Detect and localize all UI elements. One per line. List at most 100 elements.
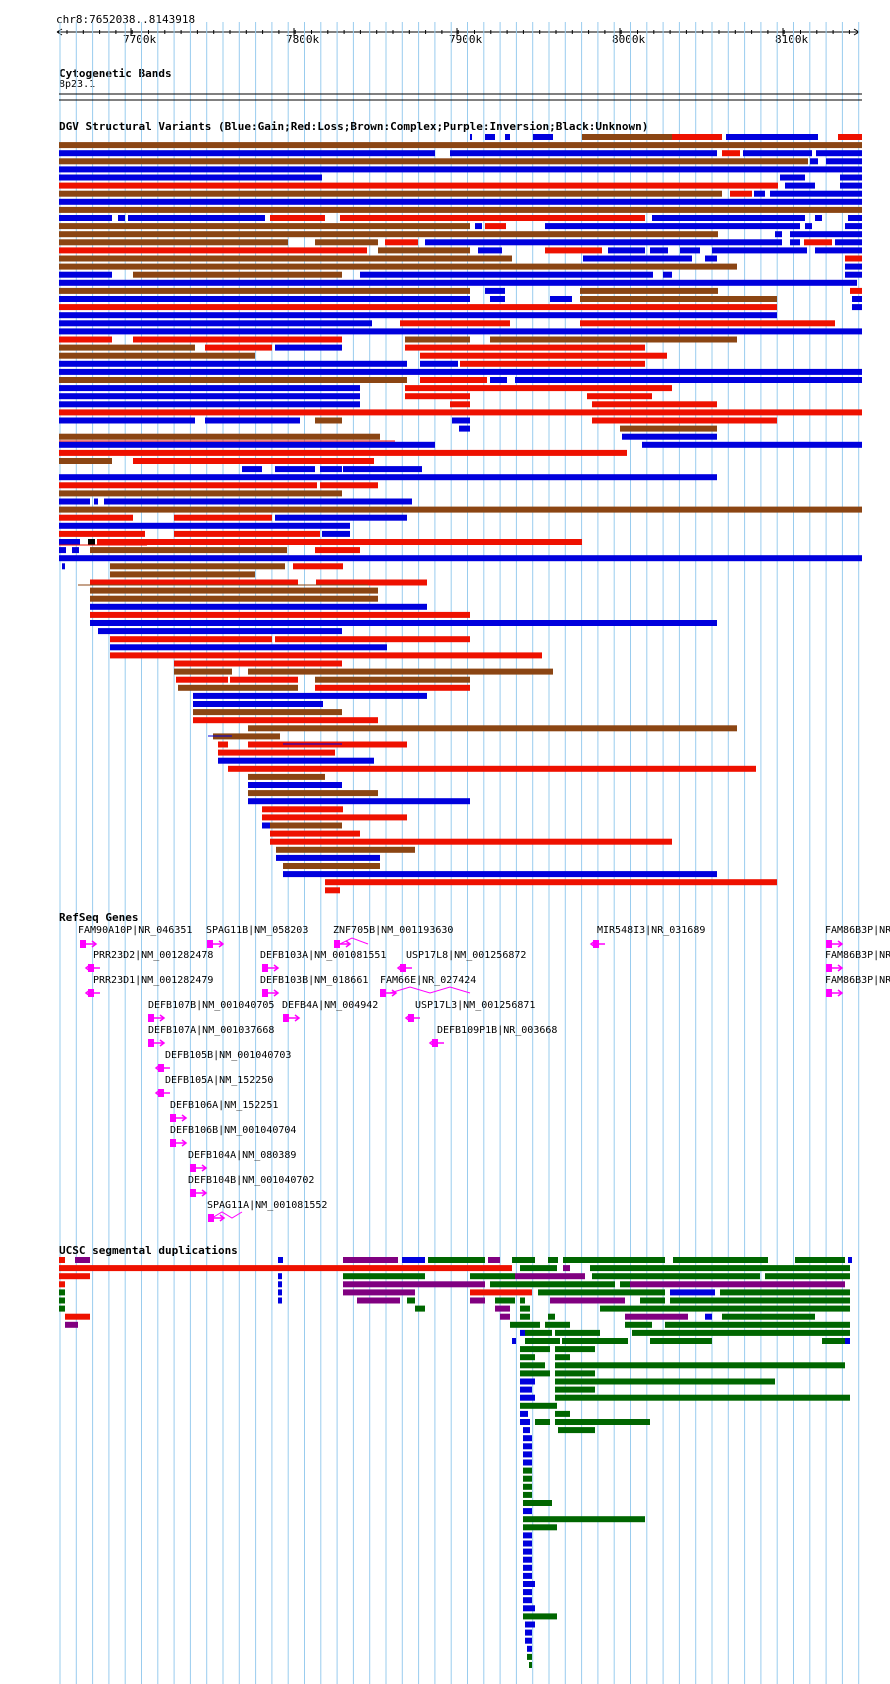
gene-label[interactable]: FAM90A10P|NR_046351: [78, 925, 193, 936]
dgv-variant: [176, 676, 228, 683]
segdup-feature: [520, 1265, 557, 1272]
dgv-variant: [420, 377, 487, 383]
gene-strand-arrow: [273, 989, 280, 997]
segdup-feature: [520, 1419, 530, 1425]
dgv-variant: [785, 182, 815, 189]
dgv-variant: [262, 822, 272, 829]
dgv-variant: [815, 215, 822, 221]
dgv-variant: [59, 417, 195, 424]
dgv-variant: [533, 134, 553, 140]
dgv-variant: [59, 441, 435, 448]
dgv-variant: [478, 247, 502, 254]
dgv-variant: [275, 344, 342, 351]
gene-label[interactable]: SPAG11B|NM_058203: [206, 925, 309, 936]
gene-label[interactable]: FAM66E|NR_027424: [380, 975, 477, 986]
gene-label[interactable]: DEFB103A|NM_001081551: [260, 950, 387, 961]
cytoband-track-title[interactable]: Cytogenetic Bands: [59, 67, 172, 80]
dgv-variant: [59, 239, 288, 246]
dgv-variant: [276, 846, 415, 853]
dgv-variant: [90, 620, 717, 626]
gene-strand-arrow: [218, 940, 225, 948]
segdup-feature: [520, 1378, 535, 1385]
gene-label[interactable]: DEFB104A|NM_080389: [188, 1150, 297, 1161]
gene-label[interactable]: DEFB103B|NM_018661: [260, 975, 369, 986]
dgv-variant: [59, 142, 862, 149]
dgv-variant: [420, 352, 667, 359]
dgv-variant: [722, 150, 740, 157]
dgv-variant: [276, 854, 380, 861]
segdup-feature: [673, 1257, 768, 1263]
segdup-feature: [592, 1273, 760, 1280]
gene-label[interactable]: DEFB105B|NM_001040703: [165, 1050, 292, 1061]
dgv-variant: [248, 773, 325, 780]
dgv-variant: [59, 368, 862, 375]
dgv-variant: [90, 587, 378, 594]
gene-label[interactable]: FAM86B3P|NR_: [825, 925, 890, 936]
gene-label[interactable]: DEFB104B|NM_001040702: [188, 1175, 315, 1186]
gene-strand-arrow: [837, 964, 844, 972]
segdup-feature: [555, 1329, 600, 1336]
gene-label[interactable]: SPAG11A|NM_001081552: [207, 1200, 328, 1211]
gene-label[interactable]: DEFB4A|NM_004942: [282, 1000, 379, 1011]
segdup-feature: [550, 1297, 625, 1304]
dgv-variant: [680, 247, 700, 254]
segdup-feature: [527, 1645, 532, 1652]
segdup-feature: [65, 1313, 90, 1320]
dgv-variant: [580, 287, 718, 294]
gene-label[interactable]: DEFB106B|NM_001040704: [170, 1125, 297, 1136]
segdup-feature: [523, 1443, 532, 1450]
gene-label[interactable]: DEFB107A|NM_001037668: [148, 1025, 275, 1036]
gene-strand-arrow: [84, 989, 91, 997]
gene-strand-arrow: [159, 1039, 166, 1047]
dgv-variant: [59, 304, 777, 311]
gene-label[interactable]: FAM86B3P|NR_: [825, 950, 890, 961]
gene-label[interactable]: DEFB109P1B|NR_003668: [437, 1025, 558, 1036]
dgv-variant: [62, 563, 65, 570]
gene-label[interactable]: PRR23D1|NM_001282479: [93, 975, 214, 986]
segdup-feature: [520, 1410, 528, 1417]
dgv-variant: [726, 134, 818, 140]
gene-label[interactable]: ZNF705B|NM_001193630: [333, 925, 454, 936]
refseq-track-title[interactable]: RefSeq Genes: [59, 911, 139, 924]
segdup-feature: [555, 1346, 595, 1353]
gene-label[interactable]: FAM86B3P|NR_: [825, 975, 890, 986]
segdup-feature: [59, 1305, 65, 1312]
segdup-feature: [520, 1394, 535, 1401]
segdup-feature: [529, 1662, 532, 1668]
gene-label[interactable]: MIR548I3|NR_031689: [597, 925, 706, 936]
dgv-variant: [59, 506, 862, 513]
dgv-variant: [805, 223, 812, 230]
gene-label[interactable]: PRR23D2|NM_001282478: [93, 950, 214, 961]
dgv-variant: [485, 287, 505, 294]
dgv-variant: [852, 296, 862, 302]
dgv-variant: [378, 247, 470, 254]
gene-label[interactable]: DEFB106A|NM_152251: [170, 1100, 279, 1111]
dgv-variant: [59, 166, 862, 173]
dgv-variant: [325, 887, 340, 894]
gene-label[interactable]: USP17L3|NM_001256871: [415, 1000, 536, 1011]
gene-strand-arrow: [154, 1089, 161, 1097]
gene-label[interactable]: DEFB107B|NM_001040705: [148, 1000, 275, 1011]
dgv-variant: [110, 571, 255, 578]
dgv-track-title[interactable]: DGV Structural Variants (Blue:Gain;Red:L…: [59, 120, 649, 133]
dgv-variant: [178, 684, 298, 691]
segdup-feature: [523, 1540, 532, 1547]
gene-label[interactable]: DEFB105A|NM_152250: [165, 1075, 274, 1086]
dgv-variant: [110, 652, 542, 659]
segdup-feature: [555, 1394, 850, 1401]
gene-strand-arrow: [91, 940, 98, 948]
segdup-feature: [520, 1354, 535, 1361]
dgv-variant: [59, 182, 778, 189]
segdup-feature: [525, 1621, 535, 1628]
segdup-track-title[interactable]: UCSC segmental duplications: [59, 1244, 238, 1257]
gene-label[interactable]: USP17L8|NM_001256872: [406, 950, 527, 961]
ruler-tick-label: 8100k: [775, 33, 809, 46]
dgv-variant: [218, 749, 335, 756]
gene-strand-arrow: [159, 1014, 166, 1022]
dgv-variant: [840, 182, 862, 189]
segdup-feature: [523, 1435, 532, 1442]
dgv-variant: [248, 798, 470, 805]
dgv-variant: [59, 247, 367, 254]
segdup-feature: [523, 1605, 535, 1612]
segdup-feature: [75, 1257, 90, 1263]
